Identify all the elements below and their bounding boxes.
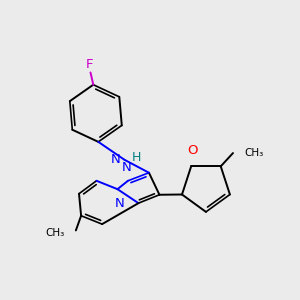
Text: CH₃: CH₃ bbox=[244, 148, 263, 158]
Text: CH₃: CH₃ bbox=[45, 228, 65, 238]
Text: H: H bbox=[132, 151, 142, 164]
Text: N: N bbox=[121, 161, 131, 175]
Text: N: N bbox=[110, 153, 120, 166]
Text: F: F bbox=[86, 58, 94, 71]
Text: O: O bbox=[188, 144, 198, 157]
Text: N: N bbox=[114, 197, 124, 210]
